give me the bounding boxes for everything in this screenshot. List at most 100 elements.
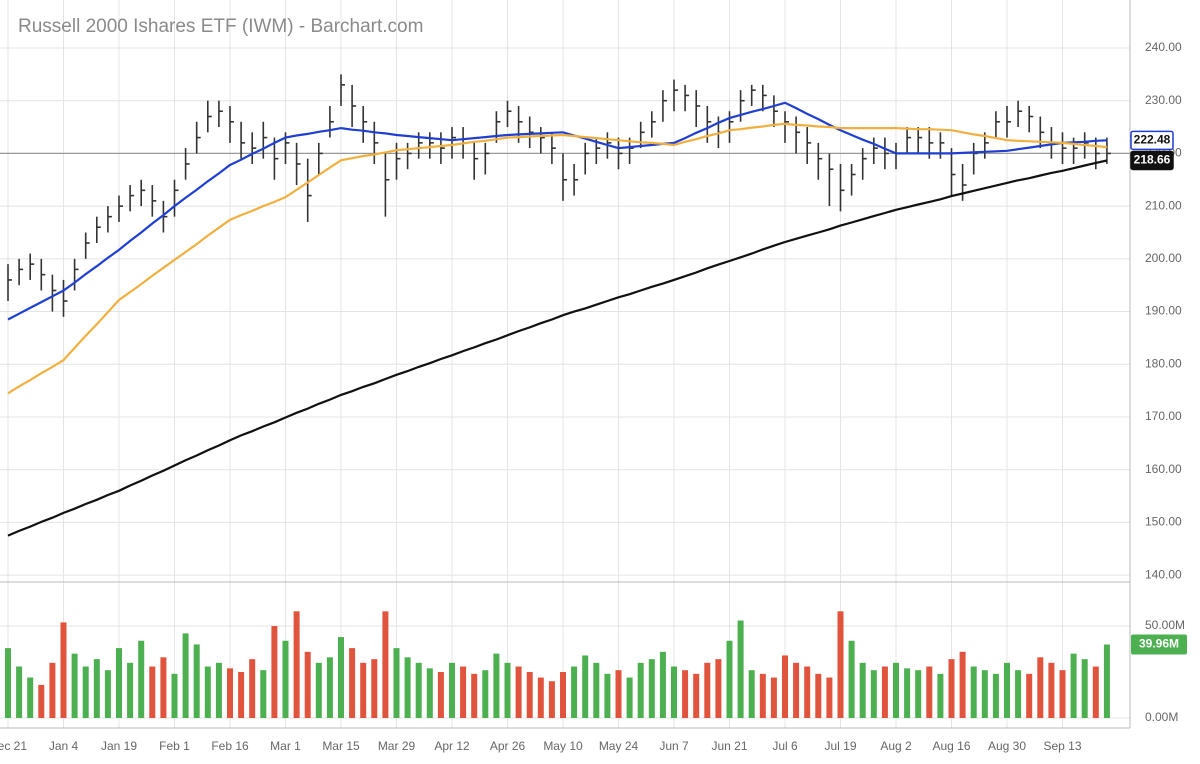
- volume-bar: [926, 666, 933, 718]
- y-tick-label: 140.00: [1145, 567, 1182, 581]
- volume-bar: [870, 670, 877, 718]
- volume-bar: [1092, 666, 1099, 718]
- volume-tick-label: 50.00M: [1145, 618, 1185, 632]
- volume-bar: [504, 662, 511, 718]
- volume-bar: [382, 611, 389, 718]
- volume-bar: [227, 668, 233, 718]
- volume-bar: [315, 662, 322, 718]
- volume-bar: [1037, 657, 1044, 718]
- last-value-box: [1130, 150, 1174, 171]
- volume-bar: [582, 655, 589, 718]
- x-tick-label: Jan 4: [49, 739, 79, 753]
- y-tick-label: 150.00: [1145, 515, 1182, 529]
- x-tick-label: Mar 1: [270, 739, 301, 753]
- volume-bar: [5, 648, 11, 718]
- volume-bar: [904, 668, 911, 718]
- volume-bar: [138, 640, 145, 718]
- x-tick-label: Dec 21: [0, 739, 27, 753]
- volume-bar: [693, 673, 700, 718]
- moving-average-line: [7, 122, 1108, 395]
- volume-bar: [160, 657, 167, 718]
- volume-bar: [604, 673, 611, 718]
- y-tick-label: 240.00: [1145, 40, 1182, 54]
- volume-bar: [471, 673, 478, 718]
- last-value-label: 218.66: [1134, 153, 1171, 167]
- volume-bar: [60, 622, 67, 718]
- volume-bar: [437, 672, 444, 718]
- last-value-box: [1130, 130, 1174, 151]
- volume-bar: [38, 684, 45, 718]
- volume-bar: [737, 620, 744, 718]
- volume-bar: [260, 670, 267, 718]
- volume-bar: [948, 659, 955, 718]
- volume-bar: [826, 677, 833, 718]
- volume-bar: [293, 611, 300, 718]
- x-tick-label: May 10: [543, 739, 583, 753]
- volume-bar: [71, 653, 78, 718]
- volume-bar: [171, 673, 178, 718]
- volume-bar: [759, 673, 766, 718]
- labels: 140.00 150.00 160.00 170.00 180.00 190.00 200.…: [0, 40, 1187, 753]
- volume-bar: [671, 666, 677, 718]
- volume-tick-label: 0.00M: [1145, 710, 1178, 724]
- volume-bar: [249, 659, 256, 718]
- last-volume-label: 39.96M: [1139, 637, 1179, 651]
- volume-bar: [837, 611, 844, 718]
- volume-bar: [937, 673, 944, 718]
- volume-bar: [426, 668, 433, 718]
- volume-bar: [393, 648, 400, 718]
- volume-bar: [449, 662, 455, 718]
- y-tick-label: 230.00: [1145, 93, 1182, 107]
- volume-bar: [460, 666, 467, 718]
- volume-bar: [715, 659, 722, 718]
- volume-bar: [1081, 659, 1088, 718]
- volume-bar: [271, 626, 278, 718]
- volume-bar: [859, 662, 866, 718]
- volume-bar: [49, 662, 56, 718]
- y-tick-label: 210.00: [1145, 198, 1182, 212]
- x-tick-label: Aug 16: [932, 739, 970, 753]
- moving-average-line: [7, 159, 1108, 537]
- x-tick-label: Aug 30: [988, 739, 1026, 753]
- x-tick-label: Apr 26: [490, 739, 526, 753]
- volume-bar: [659, 651, 666, 718]
- volume-bar: [893, 662, 899, 718]
- volume-bar: [637, 662, 644, 718]
- y-tick-label: 170.00: [1145, 409, 1182, 423]
- x-tick-label: Jul 19: [824, 739, 856, 753]
- volume-bar: [682, 670, 689, 718]
- volume-bar: [27, 677, 34, 718]
- volume-bar: [704, 662, 711, 718]
- volume-bar: [537, 677, 544, 718]
- x-tick-label: Feb 1: [159, 739, 190, 753]
- volume-bar: [881, 666, 888, 718]
- x-tick-label: May 24: [599, 739, 639, 753]
- volume-bar: [981, 670, 988, 718]
- volume-bar: [560, 672, 566, 718]
- y-tick-label: 200.00: [1145, 251, 1182, 265]
- y-tick-label: 180.00: [1145, 356, 1182, 370]
- volume-bar: [338, 637, 344, 718]
- volume-bar: [793, 662, 800, 718]
- volume-bar: [992, 673, 999, 718]
- volume-bar: [748, 670, 755, 718]
- volume-bar: [493, 653, 500, 718]
- x-tick-label: Mar 15: [322, 739, 360, 753]
- x-tick-label: Apr 12: [434, 739, 470, 753]
- volume-bar: [1026, 673, 1033, 718]
- chart-title: Russell 2000 Ishares ETF (IWM) - Barchar…: [18, 16, 423, 37]
- x-tick-label: Jul 6: [772, 739, 798, 753]
- volume-bar: [82, 666, 89, 718]
- volume-bar: [360, 662, 367, 718]
- volume-bar: [482, 670, 489, 718]
- volume-bar: [182, 633, 189, 718]
- volume-bar: [959, 651, 966, 718]
- volume-bar: [193, 644, 200, 718]
- x-tick-label: Mar 29: [378, 739, 416, 753]
- volume-bar: [770, 677, 777, 718]
- volume-bar: [104, 670, 111, 718]
- x-tick-label: Jun 21: [711, 739, 747, 753]
- volume-bar: [238, 672, 245, 718]
- x-tick-label: Jun 7: [659, 739, 689, 753]
